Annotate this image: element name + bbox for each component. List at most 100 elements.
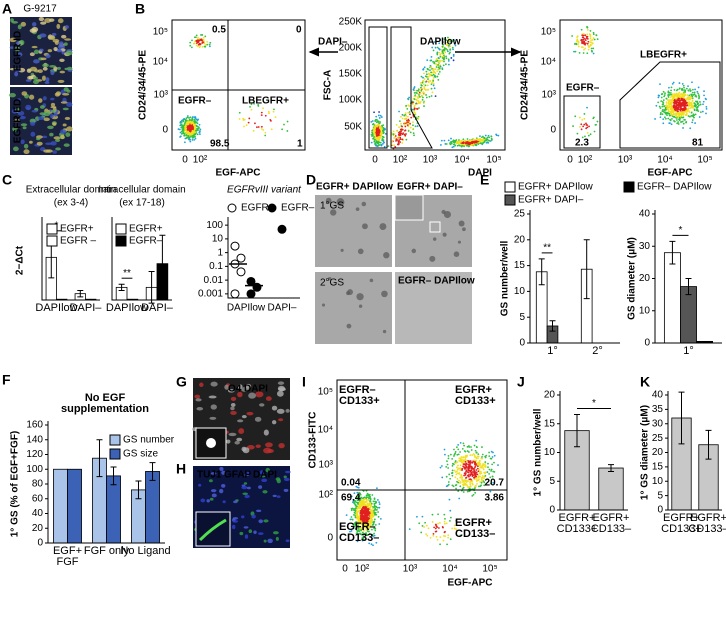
- event: [198, 127, 200, 129]
- event: [477, 453, 479, 455]
- event: [438, 73, 440, 75]
- event: [475, 140, 477, 142]
- event: [192, 116, 194, 118]
- cell: [40, 22, 46, 25]
- event: [661, 110, 663, 112]
- event: [474, 142, 476, 144]
- event: [457, 469, 459, 471]
- sphere: [341, 249, 344, 252]
- quadrant-pct: 3.86: [485, 493, 505, 504]
- event: [453, 485, 455, 487]
- event: [433, 526, 435, 528]
- event: [382, 139, 384, 141]
- event: [673, 82, 675, 84]
- y-tick-label: 0.001: [198, 289, 223, 300]
- sphere: [362, 202, 367, 207]
- cell: [242, 492, 248, 495]
- event: [442, 526, 444, 528]
- event: [457, 482, 459, 484]
- x-axis-label: EGF-APC: [448, 578, 493, 589]
- event: [693, 114, 695, 116]
- y-tick-label: 150K: [339, 69, 363, 80]
- event: [659, 83, 661, 85]
- event: [195, 138, 197, 140]
- event: [469, 143, 471, 145]
- event: [462, 488, 464, 490]
- event: [584, 48, 586, 50]
- event: [437, 513, 439, 515]
- event: [579, 117, 581, 119]
- event: [466, 481, 468, 483]
- event: [447, 534, 449, 536]
- event: [657, 101, 659, 103]
- cell: [47, 126, 54, 129]
- event: [199, 124, 201, 126]
- event: [670, 101, 672, 103]
- bar: [68, 469, 82, 543]
- cell: [33, 59, 40, 63]
- event: [374, 139, 376, 141]
- event: [596, 34, 598, 36]
- event: [448, 58, 450, 60]
- cell: [52, 122, 56, 126]
- dots: [370, 37, 499, 150]
- event: [446, 143, 448, 145]
- event: [405, 112, 407, 114]
- event: [467, 141, 469, 143]
- event: [680, 114, 682, 116]
- event: [663, 91, 665, 93]
- event: [431, 68, 433, 70]
- event: [433, 533, 435, 535]
- event: [467, 138, 469, 140]
- event: [405, 139, 407, 141]
- event: [470, 467, 472, 469]
- event: [370, 500, 372, 502]
- event: [484, 137, 486, 139]
- event: [595, 124, 597, 126]
- event: [471, 474, 473, 476]
- event: [477, 464, 479, 466]
- event: [367, 499, 369, 501]
- event: [473, 459, 475, 461]
- event: [438, 57, 440, 59]
- event: [419, 89, 421, 91]
- event: [697, 110, 699, 112]
- event: [450, 57, 452, 59]
- cell: [55, 147, 61, 150]
- event: [451, 475, 453, 477]
- y-tick-label: 100K: [339, 95, 363, 106]
- event: [579, 126, 581, 128]
- event: [425, 533, 427, 535]
- event: [483, 464, 485, 466]
- x-tick-label-box: DAPI–: [131, 303, 183, 333]
- event: [453, 140, 455, 142]
- event: [476, 483, 478, 485]
- event: [194, 42, 196, 44]
- event: [371, 518, 373, 520]
- event: [436, 76, 438, 78]
- event: [662, 93, 664, 95]
- event: [573, 51, 575, 53]
- x-tick-label: 10²: [193, 155, 208, 166]
- event: [669, 119, 671, 121]
- event: [466, 469, 468, 471]
- event: [462, 459, 464, 461]
- cell: [286, 539, 290, 542]
- event: [378, 111, 380, 113]
- event: [248, 122, 250, 124]
- event: [188, 123, 190, 125]
- event: [374, 141, 376, 143]
- event: [481, 479, 483, 481]
- event: [426, 525, 428, 527]
- event: [430, 66, 432, 68]
- cell: [273, 531, 279, 534]
- event: [664, 116, 666, 118]
- event: [417, 125, 419, 127]
- event: [437, 79, 439, 81]
- cell: [24, 144, 28, 149]
- event: [678, 112, 680, 114]
- event: [362, 497, 364, 499]
- event: [699, 116, 701, 118]
- sphere: [359, 305, 362, 308]
- event: [462, 138, 464, 140]
